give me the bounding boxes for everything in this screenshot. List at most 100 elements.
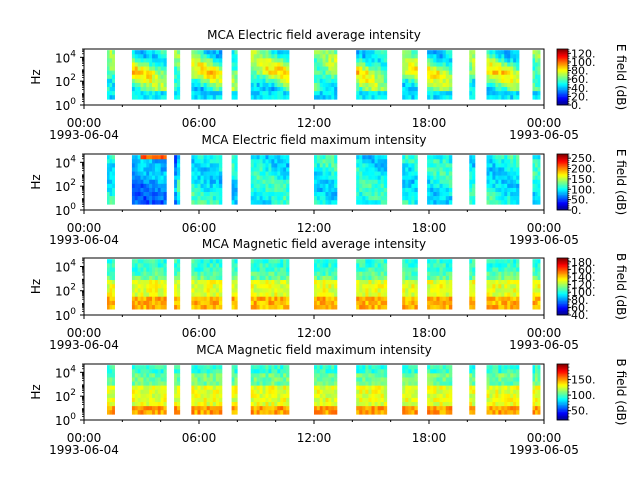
x-tick-label: 00:00 — [527, 116, 562, 130]
data-segment — [469, 259, 476, 310]
y-axis: 100 102 104 Hz — [29, 48, 84, 113]
y-tick-label: 104 — [55, 154, 76, 170]
x-tick-label: 06:00 — [182, 221, 217, 235]
chart-title: MCA Magnetic field maximum intensity — [196, 343, 432, 357]
data-segment — [532, 259, 541, 310]
x-tick-label: 00:00 — [527, 431, 562, 445]
colorbar-tick-label: 50. — [571, 194, 589, 207]
data-segment — [131, 259, 167, 310]
x-tick-label: 06:00 — [182, 431, 217, 445]
data-segment — [427, 50, 453, 100]
x-date-label: 1993-06-05 — [509, 443, 579, 457]
colorbar: 40.60.80.100.120.140.160.180. B field (dB… — [556, 253, 628, 322]
y-tick-label: 104 — [55, 364, 76, 380]
data-segment — [131, 155, 167, 205]
x-tick-label: 18:00 — [412, 221, 447, 235]
x-tick-label: 06:00 — [182, 326, 217, 340]
data-segment — [532, 50, 541, 100]
y-tick-label: 100 — [55, 307, 76, 323]
panel-2: MCA Electric field maximum intensity 100 1… — [29, 133, 628, 247]
data-segment — [174, 155, 181, 205]
x-tick-label: 00:00 — [67, 431, 102, 445]
data-segment — [486, 259, 520, 310]
panel-3: MCA Magnetic field average intensity1001… — [29, 237, 628, 352]
data-segment — [486, 365, 520, 415]
spectrogram — [107, 50, 541, 100]
x-date-label: 1993-06-04 — [49, 443, 119, 457]
colorbar-tick-label: 150. — [571, 374, 596, 387]
colorbar-tick-label: 0. — [571, 204, 582, 217]
y-axis: 100 102 104 Hz — [29, 153, 84, 218]
x-tick-label: 00:00 — [527, 221, 562, 235]
y-tick-label: 102 — [55, 388, 76, 404]
data-segment — [191, 155, 223, 205]
data-segment — [174, 50, 181, 100]
colorbar: 0.20.40.60.80.100.120. E field (dB) — [556, 44, 628, 112]
x-tick-label: 12:00 — [297, 431, 332, 445]
x-tick-label: 00:00 — [67, 326, 102, 340]
data-segment — [191, 259, 223, 310]
colorbar-tick-label: 160. — [571, 263, 596, 276]
x-date-label: 1993-06-04 — [49, 233, 119, 247]
data-segment — [191, 365, 223, 415]
colorbar-label: E field (dB) — [614, 44, 628, 110]
colorbar-tick-label: 100. — [571, 389, 596, 402]
x-date-label: 1993-06-04 — [49, 128, 119, 142]
colorbar-tick-label: 250. — [571, 152, 596, 165]
y-tick-label: 102 — [55, 178, 76, 194]
chart-title: MCA Electric field maximum intensity — [201, 133, 426, 147]
colorbar-tick-label: 180. — [571, 256, 596, 269]
colorbar-label: B field (dB) — [614, 359, 628, 426]
x-date-label: 1993-06-05 — [509, 338, 579, 352]
x-tick-label: 00:00 — [67, 221, 102, 235]
y-tick-label: 100 — [55, 97, 76, 113]
y-tick-label: 102 — [55, 283, 76, 299]
y-tick-label: 104 — [55, 49, 76, 65]
x-tick-label: 12:00 — [297, 116, 332, 130]
data-segment — [402, 50, 418, 100]
data-segment — [469, 50, 476, 100]
data-segment — [356, 259, 388, 310]
data-segment — [469, 365, 476, 415]
data-segment — [402, 365, 418, 415]
colorbar-tick-label: 140. — [571, 271, 596, 284]
x-tick-label: 18:00 — [412, 431, 447, 445]
data-segment — [250, 155, 290, 205]
data-segment — [486, 50, 520, 100]
colorbar-tick-label: 50. — [571, 405, 589, 418]
data-segment — [402, 259, 418, 310]
data-segment — [107, 155, 115, 205]
data-segment — [356, 155, 388, 205]
data-segment — [131, 50, 167, 100]
colorbar-label: E field (dB) — [614, 149, 628, 215]
spectrogram — [107, 365, 541, 415]
colorbar-label: B field (dB) — [614, 253, 628, 320]
colorbar-tick-label: 100. — [571, 56, 596, 69]
panel-1: MCA Electric field average intensity1001… — [29, 28, 628, 142]
x-tick-label: 18:00 — [412, 326, 447, 340]
data-segment — [314, 259, 338, 310]
data-segment — [402, 155, 418, 205]
y-tick-label: 100 — [55, 412, 76, 428]
data-segment — [532, 155, 541, 205]
data-segment — [469, 155, 476, 205]
data-segment — [250, 259, 290, 310]
colorbar: 0.50.100.150.200.250. E field (dB) — [556, 149, 628, 217]
x-tick-label: 18:00 — [412, 116, 447, 130]
colorbar-tick-label: 120. — [571, 47, 596, 60]
data-segment — [231, 365, 238, 415]
colorbar-tick-label: 40. — [571, 309, 589, 322]
data-segment — [250, 365, 290, 415]
y-tick-label: 100 — [55, 202, 76, 218]
y-axis-label: Hz — [29, 384, 43, 399]
data-segment — [231, 259, 238, 310]
x-date-label: 1993-06-05 — [509, 233, 579, 247]
data-segment — [250, 50, 290, 100]
data-segment — [427, 155, 453, 205]
data-segment — [107, 50, 115, 100]
data-segment — [532, 365, 541, 415]
data-segment — [427, 365, 453, 415]
y-axis: 100 102 104 Hz — [29, 363, 84, 428]
